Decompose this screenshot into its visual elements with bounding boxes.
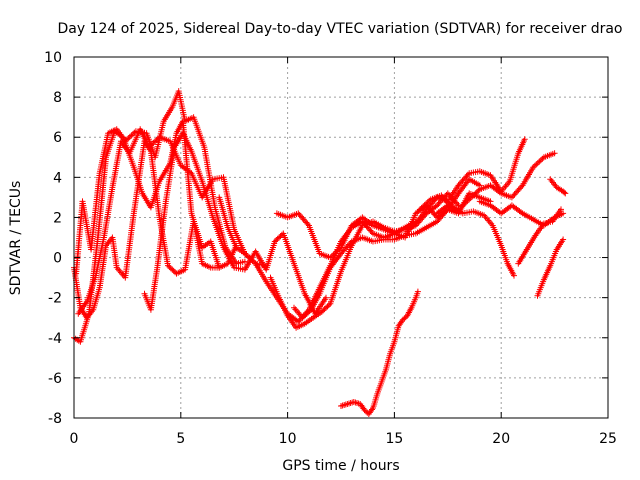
series-trace-15	[476, 198, 567, 229]
series-trace-13	[434, 150, 558, 217]
series-trace-9	[291, 190, 494, 321]
series-trace-17	[547, 176, 569, 197]
data-series	[71, 88, 569, 417]
series-line	[276, 178, 481, 259]
x-tick-label: 15	[385, 431, 403, 447]
y-tick-label: 0	[53, 251, 62, 267]
series-markers	[273, 176, 483, 261]
series-trace-6	[216, 194, 419, 325]
x-tick-label: 10	[279, 431, 297, 447]
series-trace-10	[338, 288, 421, 417]
y-tick-label: 10	[44, 50, 62, 66]
y-axis-label: SDTVAR / TECUs	[8, 181, 24, 296]
series-trace-2	[71, 118, 240, 345]
y-tick-label: 4	[53, 170, 62, 186]
series-markers	[547, 176, 569, 197]
series-markers	[476, 198, 567, 229]
y-tick-label: 6	[53, 130, 62, 146]
series-markers	[338, 288, 421, 417]
series-markers	[534, 236, 567, 299]
x-axis-label: GPS time / hours	[282, 458, 399, 474]
series-trace-16	[534, 236, 567, 299]
x-tick-label: 5	[176, 431, 185, 447]
plot-frame	[73, 56, 609, 419]
x-tick-label: 0	[70, 431, 79, 447]
x-tick-label: 25	[599, 431, 617, 447]
series-trace-4	[75, 126, 270, 317]
y-tick-label: 2	[53, 210, 62, 226]
series-markers	[291, 190, 494, 321]
y-tick-label: -6	[48, 371, 62, 387]
grid-lines	[74, 57, 608, 418]
axis-ticks: 0 5 10 15 20 25 -8 -6 -4 -2 0 2 4 6 8 10	[44, 50, 617, 447]
series-markers	[216, 194, 419, 325]
series-markers	[73, 88, 248, 277]
y-tick-label: -4	[48, 331, 62, 347]
x-tick-label: 20	[492, 431, 510, 447]
series-markers	[434, 150, 558, 217]
series-markers	[75, 126, 270, 317]
chart-title: Day 124 of 2025, Sidereal Day-to-day VTE…	[57, 21, 622, 37]
y-tick-label: 8	[53, 90, 62, 106]
y-tick-label: -2	[48, 291, 62, 307]
y-tick-label: -8	[48, 411, 62, 427]
series-markers	[71, 118, 240, 345]
series-trace-8	[273, 176, 483, 261]
